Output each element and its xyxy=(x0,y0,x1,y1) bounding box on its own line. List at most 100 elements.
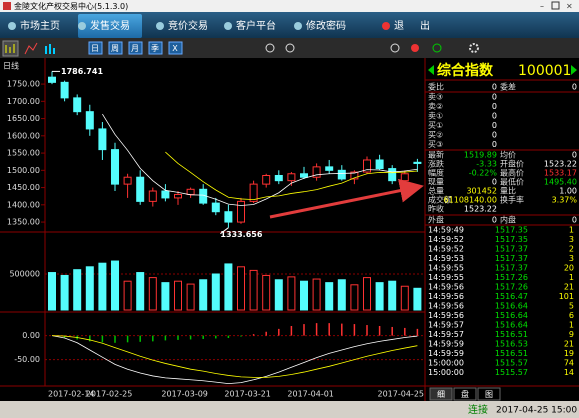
tick-price: 1516.64 xyxy=(495,311,528,320)
tick-volume: 1 xyxy=(569,273,574,282)
candle-body xyxy=(287,173,296,182)
tick-price: 1515.57 xyxy=(495,359,528,368)
tool-kline-icon xyxy=(5,44,15,53)
macd-dea-line xyxy=(51,335,418,378)
y-tick-label: 1750.00 xyxy=(7,80,40,89)
volume-bar xyxy=(262,274,271,311)
tick-volume: 9 xyxy=(569,330,574,339)
tick-price: 1516.64 xyxy=(495,321,528,330)
period-button-bg xyxy=(168,41,183,55)
panel-tabs: 细盘图 xyxy=(425,385,579,401)
tick-time: 15:00:00 xyxy=(428,359,464,368)
period-label: 日线 xyxy=(3,61,19,71)
candle-body xyxy=(123,176,132,185)
volume-bar xyxy=(237,266,245,311)
y-tick-label: 1350.00 xyxy=(7,218,40,227)
period-button-bg xyxy=(108,41,123,55)
candle-body xyxy=(413,161,422,164)
quote-label: 均价 xyxy=(500,150,516,160)
quote-label: 开盘价 xyxy=(500,159,524,169)
volume-bar xyxy=(274,279,283,311)
y-tick-label: 1650.00 xyxy=(7,114,40,123)
candle-body xyxy=(262,174,271,185)
volume-tick-label: 500000 xyxy=(9,270,40,279)
tab[interactable]: 退出 xyxy=(394,19,446,32)
candle-body xyxy=(274,174,283,182)
candle-body xyxy=(211,202,220,213)
tick-time: 15:00:00 xyxy=(428,368,464,377)
tool-bars-icon[interactable] xyxy=(45,44,55,54)
macd-tick-label: 0.00 xyxy=(22,331,40,340)
candle-body xyxy=(73,97,82,113)
quote-label: 成交额 xyxy=(428,195,452,205)
title-bar xyxy=(0,0,579,12)
panel-tab-bg[interactable] xyxy=(429,387,453,401)
tab[interactable]: 发售交易 xyxy=(90,19,130,32)
toolbar xyxy=(0,38,579,58)
panel-tab[interactable]: 盘 xyxy=(461,389,469,399)
tick-volume: 14 xyxy=(564,368,574,377)
panel-tab-bg[interactable] xyxy=(453,387,477,401)
candle-body xyxy=(136,176,145,202)
quote-value: 1519.89 xyxy=(464,151,497,160)
tool-line-icon[interactable] xyxy=(24,42,38,55)
x-tick-label: 2017-04-25 xyxy=(378,390,425,399)
volume-bar xyxy=(148,277,157,311)
tool-alert[interactable] xyxy=(411,44,419,52)
tick-price: 1517.26 xyxy=(495,273,528,282)
prev-button[interactable] xyxy=(428,65,434,75)
volume-bar xyxy=(375,282,384,311)
quote-value: 0 xyxy=(572,83,577,92)
ma-line xyxy=(102,113,418,206)
tab[interactable]: 市场主页 xyxy=(20,19,60,32)
tool-search[interactable] xyxy=(390,43,400,53)
quote-label: 量比 xyxy=(500,186,516,196)
tool-zoom-in[interactable] xyxy=(265,43,275,53)
tick-time: 14:59:53 xyxy=(428,254,464,263)
tab-icon xyxy=(382,22,390,30)
candle-body xyxy=(186,188,195,195)
tick-time: 14:59:55 xyxy=(428,264,464,273)
quote-value: 1495.40 xyxy=(544,178,577,187)
macd-tick-label: -50.00 xyxy=(14,355,40,364)
tool-settings[interactable] xyxy=(469,43,479,53)
tab[interactable]: 修改密码 xyxy=(306,19,346,32)
panel-tab-bg[interactable] xyxy=(477,387,501,401)
tool-refresh[interactable] xyxy=(432,43,442,53)
tick-volume: 1 xyxy=(569,226,574,235)
active-tab-bg xyxy=(78,14,142,38)
connection-status: 连接 xyxy=(468,403,488,416)
tabs: 市场主页 发售交易 竞价交易 客户平台 修改密码 退出 xyxy=(8,19,446,32)
panel-tab[interactable]: 细 xyxy=(437,389,445,399)
volume-bar xyxy=(123,280,132,311)
low-pointer xyxy=(220,227,229,235)
macd-dif-line xyxy=(51,335,418,385)
volume-bar xyxy=(211,273,220,311)
window-minimize[interactable]: – xyxy=(540,2,544,11)
candle-body xyxy=(148,190,157,202)
period-button[interactable]: 日 xyxy=(91,44,99,53)
tab[interactable]: 客户平台 xyxy=(236,19,276,32)
volume-bar xyxy=(325,282,334,311)
quote-label: 卖① xyxy=(428,112,443,121)
period-button[interactable]: 周 xyxy=(111,44,119,53)
candle-body xyxy=(350,171,359,180)
period-button[interactable]: 季 xyxy=(151,43,159,53)
tab[interactable]: 竞价交易 xyxy=(168,19,208,32)
y-tick-label: 1550.00 xyxy=(7,149,40,158)
tick-time: 14:59:57 xyxy=(428,330,464,339)
candle-body xyxy=(224,211,233,223)
y-tick-label: 1500.00 xyxy=(7,166,40,175)
period-button[interactable]: X xyxy=(172,44,178,53)
tick-volume: 6 xyxy=(569,311,574,320)
panel-tab[interactable]: 图 xyxy=(485,390,493,399)
tab-icon xyxy=(294,22,302,30)
period-button[interactable]: 月 xyxy=(131,44,139,53)
tick-time: 14:59:52 xyxy=(428,245,464,254)
window-close[interactable]: × xyxy=(566,2,573,11)
tick-price: 1515.57 xyxy=(495,368,528,377)
tool-zoom-out[interactable] xyxy=(285,43,295,53)
next-button[interactable] xyxy=(571,65,577,75)
window-maximize[interactable] xyxy=(551,1,560,10)
